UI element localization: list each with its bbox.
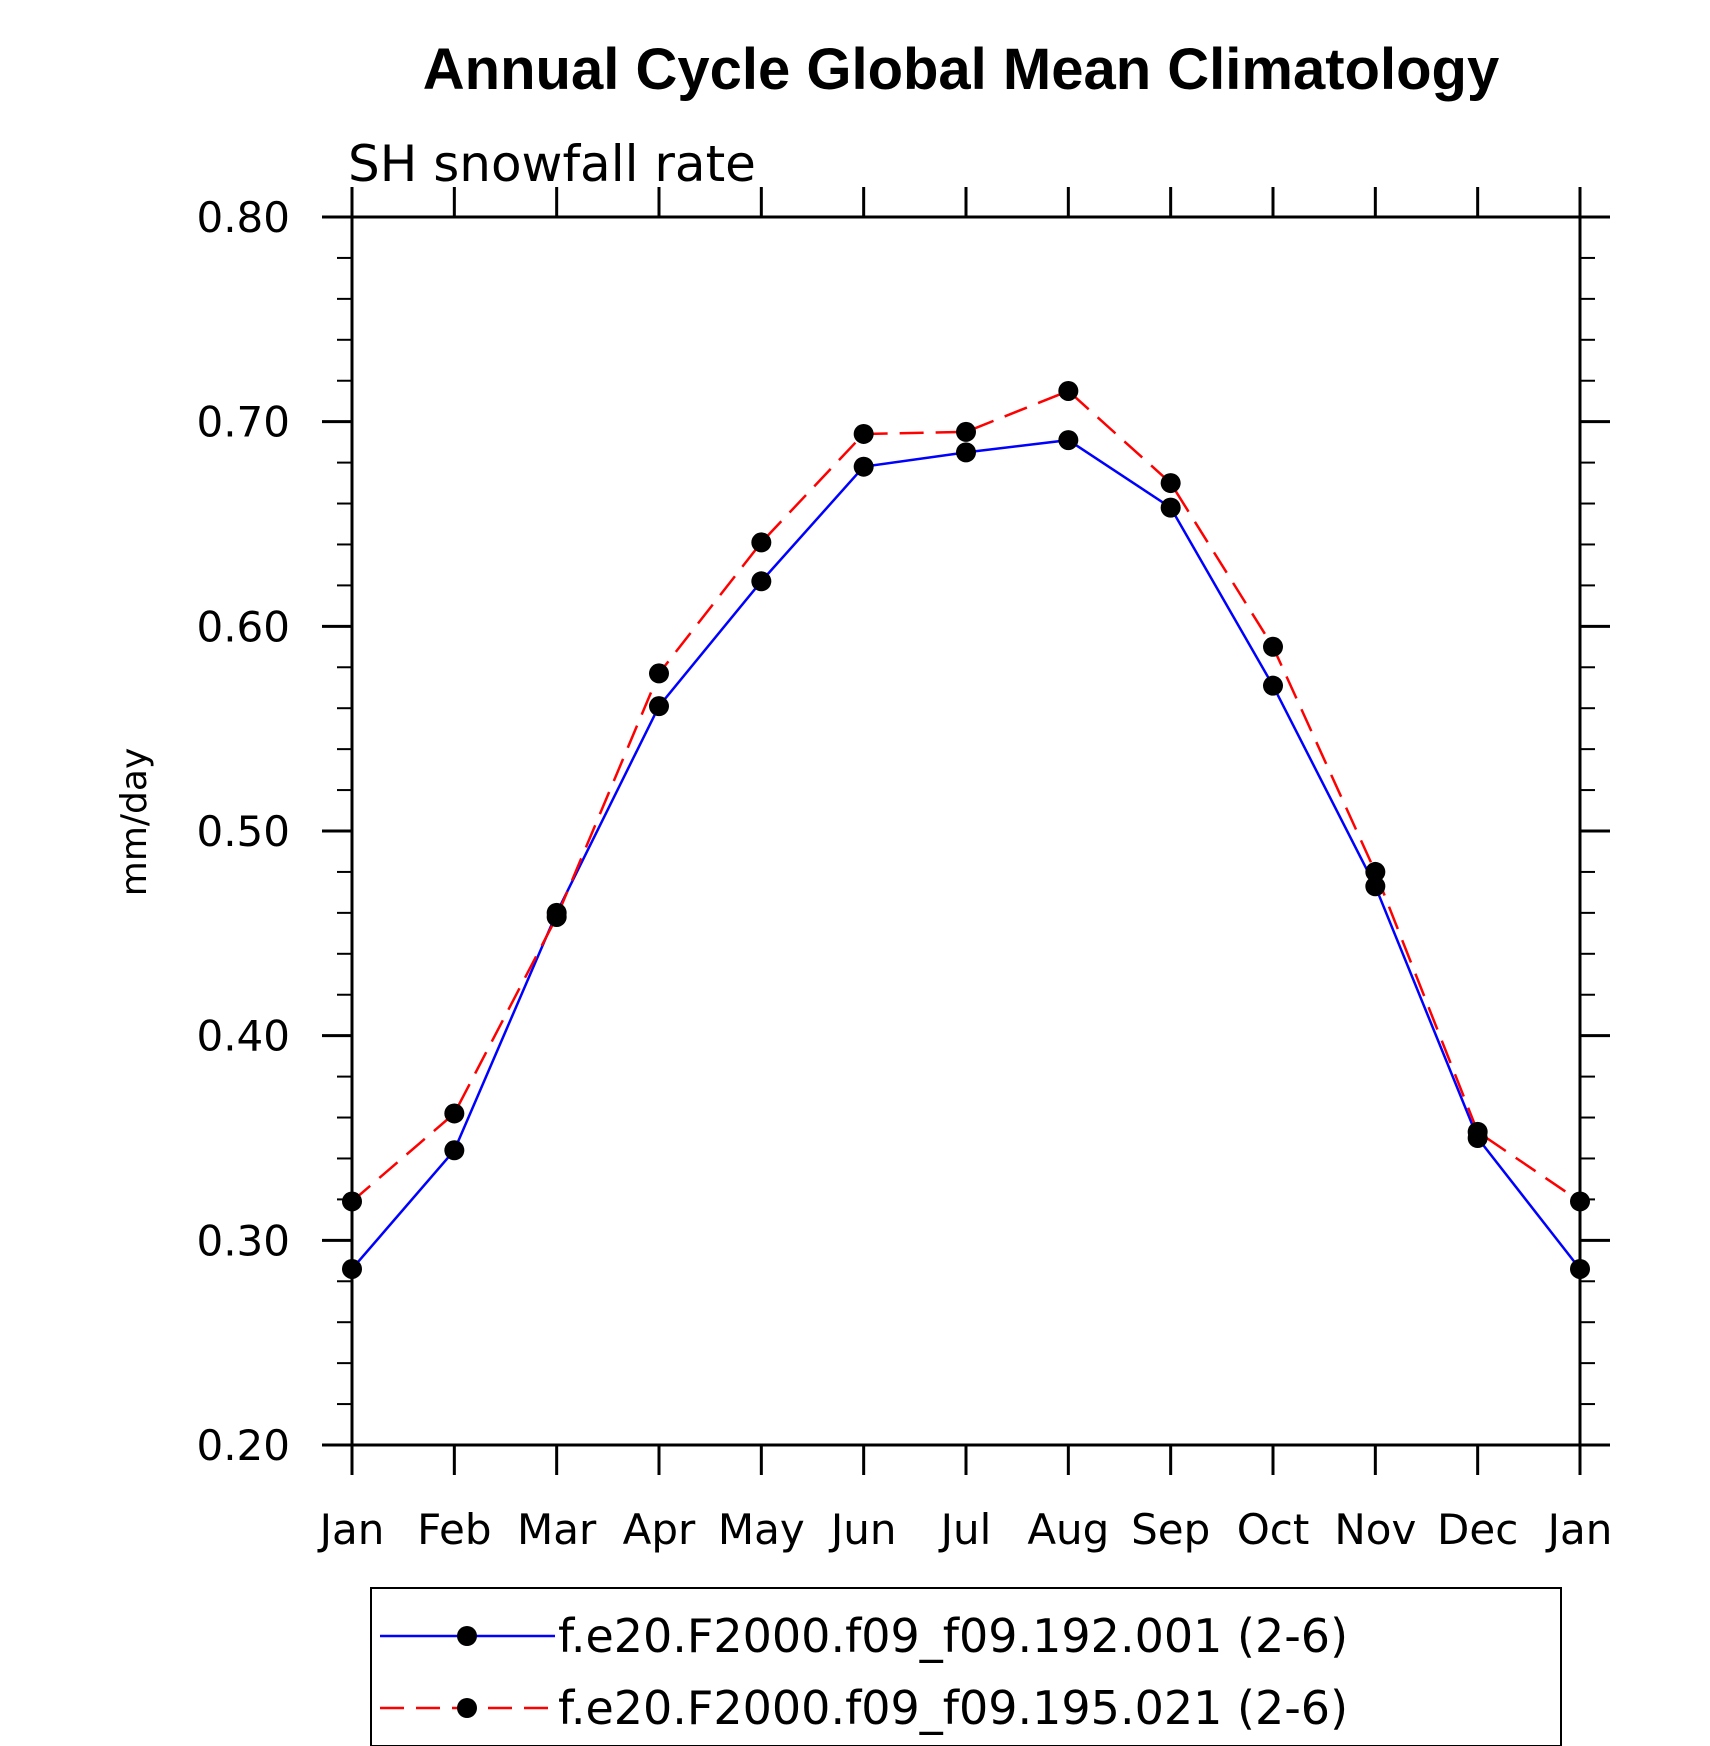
legend-label-1: f.e20.F2000.f09_f09.192.001 (2-6)	[558, 1609, 1348, 1663]
series-1-point	[444, 1140, 465, 1161]
x-tick-label: Mar	[517, 1505, 597, 1554]
legend-marker-2	[457, 1698, 477, 1718]
series-2-point	[751, 532, 772, 553]
x-tick-label: Apr	[623, 1505, 696, 1554]
y-axis-label: mm/day	[114, 748, 155, 896]
x-axis-ticks: Jan Feb Mar Apr May Jun Jul Aug Sep Oct Nov Dec Jan	[317, 187, 1613, 1554]
series-1-point	[342, 1258, 362, 1279]
x-tick-label: Oct	[1237, 1505, 1310, 1554]
x-tick-label: Jun	[828, 1505, 897, 1554]
series-1-point	[853, 456, 874, 477]
y-tick-label: 0.20	[196, 1421, 290, 1470]
series-2-point	[1058, 380, 1079, 401]
series-1-point	[751, 571, 772, 592]
x-tick-label: Jan	[317, 1505, 385, 1554]
x-tick-label: Nov	[1334, 1505, 1416, 1554]
series-1-point	[1570, 1258, 1590, 1279]
chart-title: Annual Cycle Global Mean Climatology	[423, 37, 1499, 102]
series-2-point	[956, 421, 976, 442]
series-2-point	[1263, 636, 1283, 657]
series-2-point	[1160, 473, 1181, 494]
series-1-point	[1263, 675, 1283, 696]
x-tick-label: Jan	[1545, 1505, 1613, 1554]
series-1-point	[1058, 430, 1079, 451]
x-tick-label: May	[718, 1505, 805, 1554]
plot-frame	[350, 215, 1582, 1447]
y-tick-label: 0.60	[196, 602, 290, 651]
series-2-point	[1365, 861, 1386, 882]
legend-marker-1	[457, 1626, 477, 1646]
y-tick-label: 0.80	[196, 193, 290, 242]
legend: f.e20.F2000.f09_f09.192.001 (2-6) f.e20.F…	[380, 1609, 1348, 1735]
y-axis-ticks: 0.20 0.30 0.40 0.50 0.60 0.70 0.80	[196, 193, 1610, 1470]
series-2-point	[1570, 1191, 1590, 1212]
legend-box	[370, 1587, 1562, 1746]
y-tick-label: 0.70	[196, 398, 290, 447]
chart-subtitle: SH snowfall rate	[348, 135, 756, 193]
series-2-point	[546, 906, 567, 927]
y-tick-label: 0.50	[196, 807, 290, 856]
series-layer	[342, 380, 1590, 1279]
series-2-point	[853, 423, 874, 444]
series-line-1	[351, 438, 1581, 1270]
series-2-point	[444, 1103, 465, 1124]
legend-label-2: f.e20.F2000.f09_f09.195.021 (2-6)	[558, 1681, 1348, 1735]
series-1-point	[649, 696, 669, 717]
series-2-point	[1467, 1121, 1488, 1142]
y-tick-label: 0.30	[196, 1216, 290, 1265]
series-line-2	[351, 389, 1581, 1203]
series-1-point	[956, 442, 976, 463]
series-2-point	[649, 663, 669, 684]
series-2-point	[342, 1191, 362, 1212]
series-1-point	[1160, 497, 1181, 518]
y-tick-label: 0.40	[196, 1012, 290, 1061]
x-tick-label: Dec	[1437, 1505, 1518, 1554]
x-tick-label: Aug	[1027, 1505, 1109, 1554]
x-tick-label: Feb	[417, 1505, 491, 1554]
series-1-point	[1365, 876, 1386, 897]
x-tick-label: Sep	[1131, 1505, 1210, 1554]
x-tick-label: Jul	[938, 1505, 992, 1554]
